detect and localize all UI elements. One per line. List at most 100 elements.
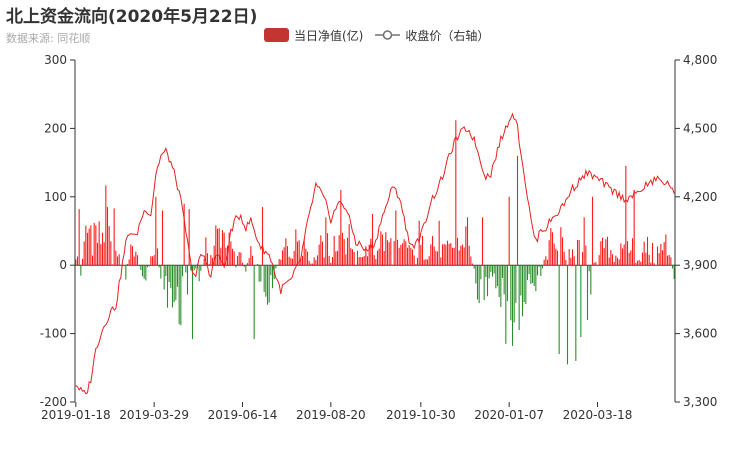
bar <box>458 250 460 266</box>
bar <box>585 245 587 266</box>
bar <box>281 250 284 266</box>
bar <box>305 248 307 266</box>
bar <box>228 232 230 266</box>
bar <box>345 254 347 266</box>
bar <box>336 250 339 266</box>
legend-item-bar[interactable]: 当日净值(亿) <box>264 27 363 44</box>
bar <box>625 166 627 266</box>
bar <box>486 265 489 297</box>
bar <box>221 230 224 266</box>
bar <box>513 265 515 323</box>
bar <box>411 249 414 266</box>
bar <box>340 189 342 266</box>
bar <box>141 265 144 277</box>
bar <box>571 249 574 266</box>
bar <box>668 254 670 266</box>
bar <box>293 251 295 266</box>
bar <box>438 220 440 266</box>
bar <box>333 236 335 266</box>
bar <box>238 252 240 266</box>
bar <box>96 242 99 266</box>
bar <box>611 254 614 266</box>
bar <box>581 251 584 266</box>
bar <box>291 258 294 266</box>
bar <box>111 264 114 266</box>
bar <box>166 265 169 308</box>
bar <box>261 207 264 266</box>
bar <box>168 265 170 282</box>
x-tick-label: 2019-06-14 <box>208 408 278 422</box>
bar <box>198 265 200 282</box>
bar <box>508 196 510 266</box>
bar <box>413 255 415 266</box>
y-right-tick-label: 3,600 <box>683 327 717 341</box>
bar <box>128 259 130 266</box>
bar <box>480 265 482 280</box>
bar <box>488 265 490 279</box>
bar <box>393 241 395 266</box>
bar <box>518 265 520 331</box>
x-tick-label: 2019-08-20 <box>296 408 366 422</box>
bar <box>520 265 522 296</box>
bar <box>163 265 165 290</box>
bar <box>646 236 649 266</box>
bar <box>371 213 374 266</box>
bar <box>501 265 504 278</box>
bar <box>356 250 359 266</box>
bar <box>280 259 282 266</box>
bar <box>245 265 247 272</box>
bar <box>506 265 509 302</box>
bar <box>470 256 472 266</box>
bar <box>433 246 435 266</box>
bar <box>491 265 494 277</box>
bar <box>175 265 177 301</box>
chart-title: 北上资金流向(2020年5月22日) <box>6 7 258 27</box>
bar <box>236 256 239 266</box>
bar <box>530 265 532 284</box>
bar <box>665 234 667 266</box>
bar <box>160 265 162 279</box>
bar <box>591 196 594 266</box>
bar <box>398 247 400 266</box>
bar <box>146 265 149 268</box>
bar <box>446 240 449 266</box>
bar <box>266 265 269 305</box>
bar <box>640 261 642 266</box>
bar <box>303 239 305 266</box>
bar <box>565 260 567 266</box>
bar <box>456 237 459 266</box>
legend-item-line[interactable]: 收盘价（右轴） <box>375 27 489 44</box>
bar <box>381 234 384 266</box>
bar <box>471 263 474 266</box>
bar <box>116 256 119 266</box>
bar <box>278 259 280 266</box>
bar <box>143 265 145 279</box>
bar <box>496 265 499 287</box>
bar <box>158 265 160 268</box>
bar <box>255 265 257 266</box>
bar <box>301 255 304 266</box>
bar <box>338 235 340 266</box>
bar <box>126 263 129 266</box>
bar <box>190 265 192 271</box>
chart-subtitle: 数据来源: 同花顺 <box>6 32 91 45</box>
bar <box>366 256 369 266</box>
bar <box>545 256 547 266</box>
legend-line-swatch <box>375 30 401 40</box>
bar <box>525 265 527 305</box>
bar <box>648 254 650 266</box>
bar <box>178 265 180 325</box>
bar <box>541 265 544 269</box>
bar <box>290 258 292 266</box>
bar <box>408 245 410 266</box>
y-left-tick-label: 300 <box>44 53 67 67</box>
bar <box>493 265 495 274</box>
bar <box>600 241 602 266</box>
bar <box>288 256 290 266</box>
line-series <box>75 112 675 395</box>
bar <box>181 265 184 277</box>
bar <box>601 237 604 266</box>
bar <box>396 239 399 266</box>
bar <box>583 217 585 266</box>
bar <box>211 257 214 266</box>
